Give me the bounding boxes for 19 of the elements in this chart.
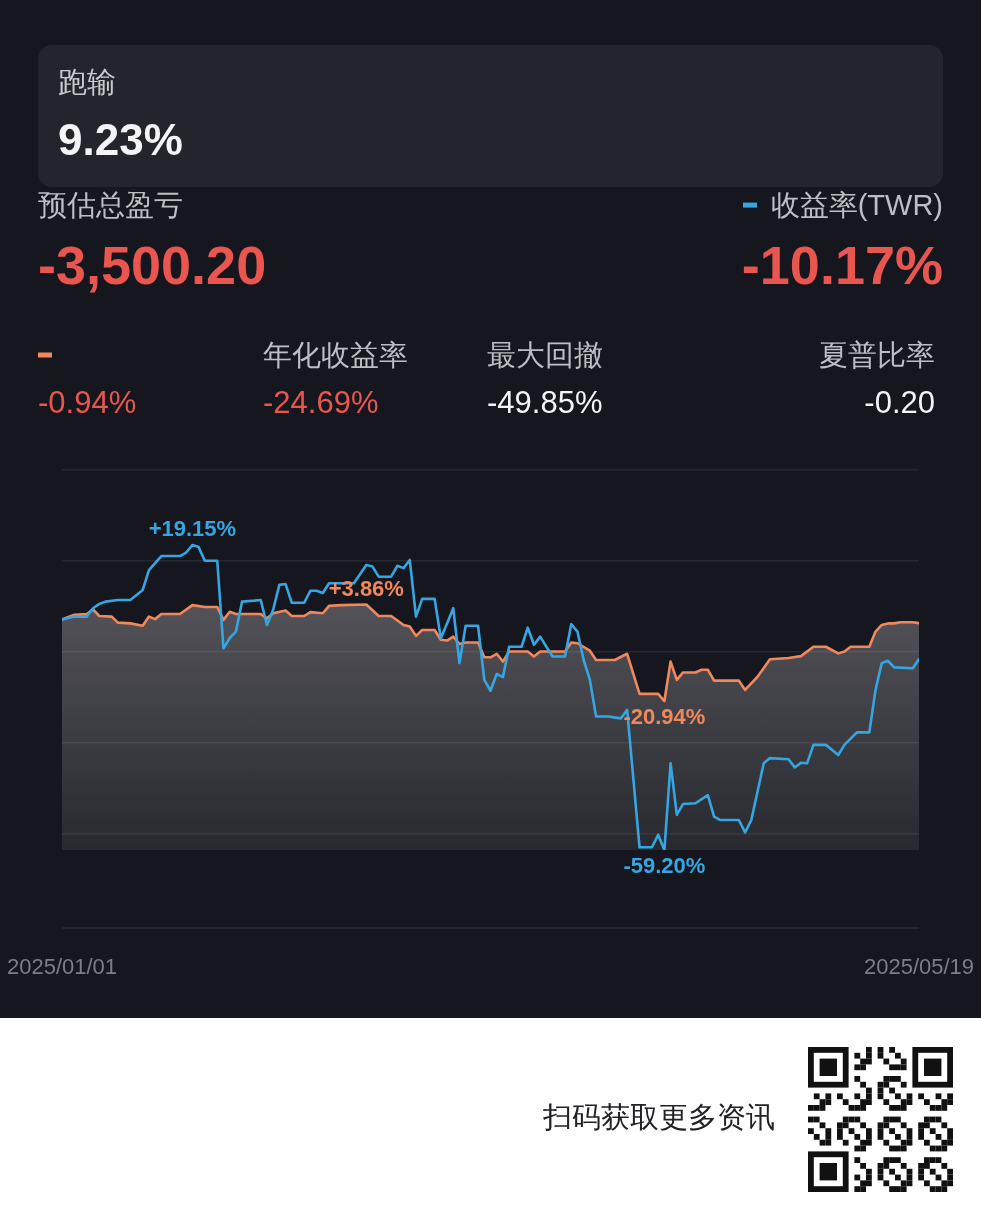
text: 年化收益率 — [263, 337, 408, 373]
text: -10.17% — [741, 233, 943, 297]
data-label: -59.20% — [623, 853, 706, 879]
text: -24.69% — [263, 384, 379, 422]
text: 夏普比率 — [819, 337, 935, 373]
data-label: +3.86% — [328, 575, 404, 601]
text: -0.94% — [38, 384, 137, 422]
x-tick-label: 2025/01/01 — [6, 954, 118, 980]
text: 扫码获取更多资讯 — [543, 1099, 775, 1135]
text: 跑输 — [58, 64, 116, 100]
data-label: +19.15% — [148, 516, 237, 542]
text: 9.23% — [58, 113, 183, 166]
legend-label: 收益率(TWR) — [770, 187, 943, 223]
text: -0.20 — [864, 384, 935, 422]
x-tick-label: 2025/05/19 — [863, 954, 975, 980]
text: 最大回撤 — [487, 337, 603, 373]
text: -49.85% — [487, 384, 603, 422]
text: -3,500.20 — [38, 233, 267, 297]
text: 预估总盈亏 — [38, 187, 183, 223]
